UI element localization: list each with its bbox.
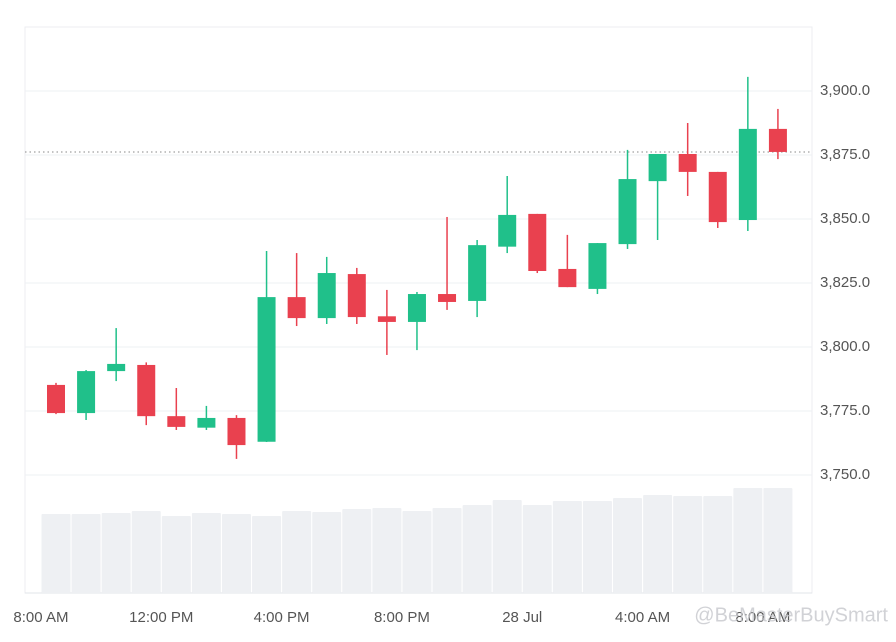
volume-bar	[582, 501, 612, 593]
volume-bar	[161, 516, 191, 593]
y-tick-label: 3,750.0	[820, 466, 870, 483]
candle-body	[618, 179, 637, 245]
volume-bar	[41, 514, 71, 593]
volume-bar	[252, 516, 282, 593]
x-tick-label: 12:00 PM	[129, 609, 193, 626]
volume-bar	[191, 513, 221, 593]
candle-body	[468, 245, 487, 301]
x-tick-label: 4:00 PM	[254, 609, 310, 626]
candle-body	[648, 153, 667, 182]
x-tick-label: 4:00 AM	[615, 609, 670, 626]
volume-bar	[673, 496, 703, 593]
y-tick-label: 3,875.0	[820, 146, 870, 163]
candle-body	[438, 294, 457, 302]
volume-bar	[703, 496, 733, 593]
volume-bar	[643, 495, 673, 593]
volume-bar	[101, 513, 131, 593]
volume-bar	[492, 500, 522, 593]
volume-bar	[552, 501, 582, 593]
y-tick-label: 3,800.0	[820, 338, 870, 355]
y-tick-label: 3,850.0	[820, 210, 870, 227]
volume-bar	[342, 509, 372, 593]
candle-body	[77, 371, 96, 414]
candle-body	[377, 316, 396, 322]
volume-bar	[312, 512, 342, 593]
candle-body	[317, 273, 336, 319]
candle-body	[768, 128, 787, 152]
volume-bar	[613, 498, 643, 593]
volume-bar	[372, 508, 402, 593]
candle-body	[47, 384, 65, 414]
candle-body	[407, 294, 426, 322]
y-tick-label: 3,900.0	[820, 82, 870, 99]
candle-body	[227, 417, 246, 446]
x-tick-label: 8:00 AM	[13, 609, 68, 626]
volume-bar	[402, 511, 432, 593]
candle-body	[287, 297, 306, 319]
volume-bar	[131, 511, 161, 593]
candle-body	[588, 243, 607, 289]
candle-body	[137, 364, 156, 417]
candle-body	[498, 214, 517, 247]
candle-body	[107, 363, 126, 372]
x-tick-label: 8:00 PM	[374, 609, 430, 626]
watermark: @BeMasterBuySmart	[694, 604, 888, 626]
candle-body	[197, 417, 216, 428]
candle-body	[738, 128, 757, 221]
volume-bar	[221, 514, 251, 593]
candle-body	[678, 153, 697, 172]
candle-body	[558, 268, 577, 288]
candle-body	[257, 297, 276, 442]
volume-bar	[733, 488, 763, 593]
volume-bar	[282, 511, 312, 593]
candle-body	[167, 416, 186, 427]
candle-body	[528, 213, 547, 271]
volume-bar	[462, 505, 492, 593]
y-tick-label: 3,825.0	[820, 274, 870, 291]
volume-bar	[71, 514, 101, 593]
candle-body	[347, 274, 366, 318]
candle-body	[708, 171, 727, 223]
x-tick-label: 8:00 AM	[735, 609, 790, 626]
x-tick-label: 28 Jul	[502, 609, 542, 626]
volume-bar	[432, 508, 462, 593]
volume-bar	[763, 488, 793, 593]
volume-bar	[522, 505, 552, 593]
y-tick-label: 3,775.0	[820, 402, 870, 419]
